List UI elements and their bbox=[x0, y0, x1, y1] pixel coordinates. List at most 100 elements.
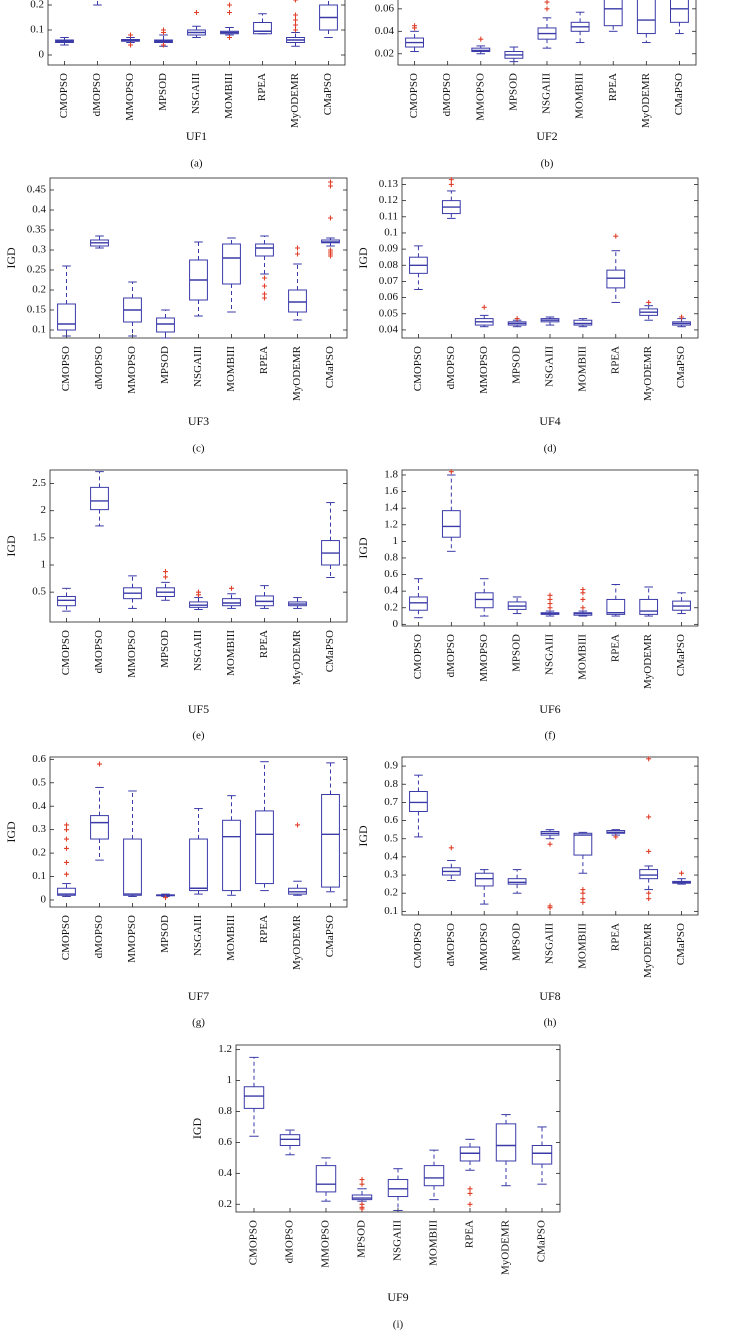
panel: 0 0.2 0.4 0.6 0.8 1 1.2 1.4 1.6 1.8 IGD CMOPSO dMOPS… bbox=[356, 469, 699, 742]
x-tick-label: RPEA bbox=[258, 346, 270, 374]
outlier bbox=[646, 756, 652, 762]
x-tick-label: MMOPSO bbox=[124, 73, 136, 121]
box bbox=[222, 243, 241, 285]
x-tick-label: MMOPSO bbox=[478, 923, 490, 971]
y-tick-label: 0 bbox=[39, 49, 45, 61]
outlier bbox=[163, 569, 168, 575]
y-tick-label: 1.4 bbox=[384, 502, 398, 514]
box bbox=[57, 595, 76, 607]
box bbox=[156, 317, 175, 333]
y-tick-label: 0.6 bbox=[32, 753, 46, 765]
y-tick-label: 1 bbox=[393, 535, 399, 547]
y-tick-label: 0.09 bbox=[379, 243, 399, 255]
x-tick-label: MyODEMR bbox=[289, 72, 301, 128]
y-tick-label: 1.2 bbox=[384, 518, 398, 530]
x-tick-label: MPSOD bbox=[159, 915, 171, 953]
x-tick-label: MPSOD bbox=[511, 346, 523, 384]
y-tick-label: 1.2 bbox=[218, 1043, 232, 1055]
box bbox=[243, 1086, 265, 1109]
x-tick-label: dMOPSO bbox=[91, 73, 103, 116]
box bbox=[123, 838, 142, 896]
x-tick-label: CMOPSO bbox=[412, 923, 424, 968]
outlier bbox=[328, 253, 333, 259]
y-tick-label: 0.2 bbox=[384, 887, 398, 899]
y-axis-label: IGD bbox=[190, 1118, 204, 1140]
x-tick-label: CMaPSO bbox=[675, 634, 687, 676]
y-tick-label: 0.07 bbox=[379, 275, 399, 287]
x-tick-label: CMOPSO bbox=[60, 915, 72, 960]
y-axis-label: IGD bbox=[4, 821, 18, 843]
x-tick-label: MMOPSO bbox=[478, 346, 490, 394]
x-tick-label: CMaPSO bbox=[536, 1220, 548, 1262]
outlier bbox=[613, 233, 619, 239]
outlier bbox=[580, 890, 586, 896]
x-tick-label: RPEA bbox=[464, 1220, 476, 1248]
box bbox=[639, 869, 659, 880]
y-tick-label: 0.3 bbox=[384, 869, 398, 881]
outlier bbox=[448, 469, 454, 475]
outlier bbox=[161, 42, 166, 48]
outlier bbox=[646, 890, 652, 896]
x-tick-label: CMOPSO bbox=[412, 346, 424, 391]
y-tick-label: 0.25 bbox=[27, 264, 47, 276]
x-tick-label: dMOPSO bbox=[93, 630, 105, 673]
x-tick-label: MOMBIII bbox=[225, 346, 237, 392]
x-tick-label: MyODEMR bbox=[642, 922, 654, 978]
x-tick-label: MPSOD bbox=[157, 73, 169, 111]
box bbox=[606, 598, 626, 615]
x-tick-label: CMOPSO bbox=[408, 73, 420, 118]
box bbox=[639, 598, 659, 615]
x-tick-label: NSGAIII bbox=[192, 630, 204, 671]
x-axis-label: UF6 bbox=[539, 702, 560, 716]
outlier bbox=[481, 304, 487, 310]
x-tick-label: MOMBIII bbox=[428, 1220, 440, 1266]
outlier bbox=[227, 35, 232, 40]
x-tick-label: dMOPSO bbox=[93, 346, 105, 389]
x-tick-label: CMOPSO bbox=[248, 1220, 260, 1265]
box bbox=[441, 510, 461, 538]
box bbox=[255, 810, 274, 885]
x-tick-label: dMOPSO bbox=[441, 73, 453, 116]
x-tick-label: dMOPSO bbox=[93, 915, 105, 958]
y-tick-label: 0.6 bbox=[218, 1136, 232, 1148]
y-tick-label: 0.06 bbox=[375, 2, 395, 14]
outlier bbox=[163, 574, 168, 580]
outlier bbox=[544, 0, 550, 5]
x-tick-label: CMaPSO bbox=[324, 915, 336, 957]
x-tick-label: CMOPSO bbox=[60, 630, 72, 675]
x-tick-label: MyODEMR bbox=[291, 914, 303, 970]
y-tick-label: 1.6 bbox=[384, 485, 398, 497]
y-tick-label: 0.1 bbox=[30, 24, 44, 36]
outlier bbox=[467, 1186, 473, 1192]
box bbox=[90, 815, 109, 840]
box bbox=[423, 1165, 445, 1187]
x-tick-label: MPSOD bbox=[159, 346, 171, 384]
outlier bbox=[359, 1206, 365, 1212]
box bbox=[603, 0, 623, 27]
x-tick-label: NSGAIII bbox=[544, 923, 556, 964]
outlier bbox=[293, 27, 298, 33]
y-tick-label: 0.15 bbox=[27, 304, 47, 316]
y-tick-label: 0.1 bbox=[32, 870, 46, 882]
outlier bbox=[293, 22, 298, 28]
x-tick-label: MyODEMR bbox=[642, 633, 654, 689]
box bbox=[495, 1123, 517, 1162]
outlier bbox=[646, 848, 652, 854]
y-tick-label: 0.4 bbox=[384, 585, 398, 597]
y-axis-label: IGD bbox=[4, 247, 18, 269]
y-tick-label: 0.4 bbox=[384, 850, 398, 862]
x-tick-label: MMOPSO bbox=[126, 915, 138, 963]
y-tick-label: 0.2 bbox=[30, 0, 44, 11]
box bbox=[531, 1145, 553, 1165]
y-tick-label: 0.2 bbox=[384, 601, 398, 613]
x-tick-label: CMaPSO bbox=[322, 73, 334, 115]
outlier bbox=[679, 314, 685, 320]
box bbox=[573, 319, 593, 326]
outlier bbox=[547, 841, 553, 847]
outlier bbox=[646, 299, 652, 305]
outlier bbox=[412, 25, 418, 31]
x-axis-label: UF1 bbox=[186, 129, 207, 143]
x-axis-label: UF2 bbox=[536, 129, 557, 143]
x-axis-label: UF5 bbox=[188, 702, 209, 716]
